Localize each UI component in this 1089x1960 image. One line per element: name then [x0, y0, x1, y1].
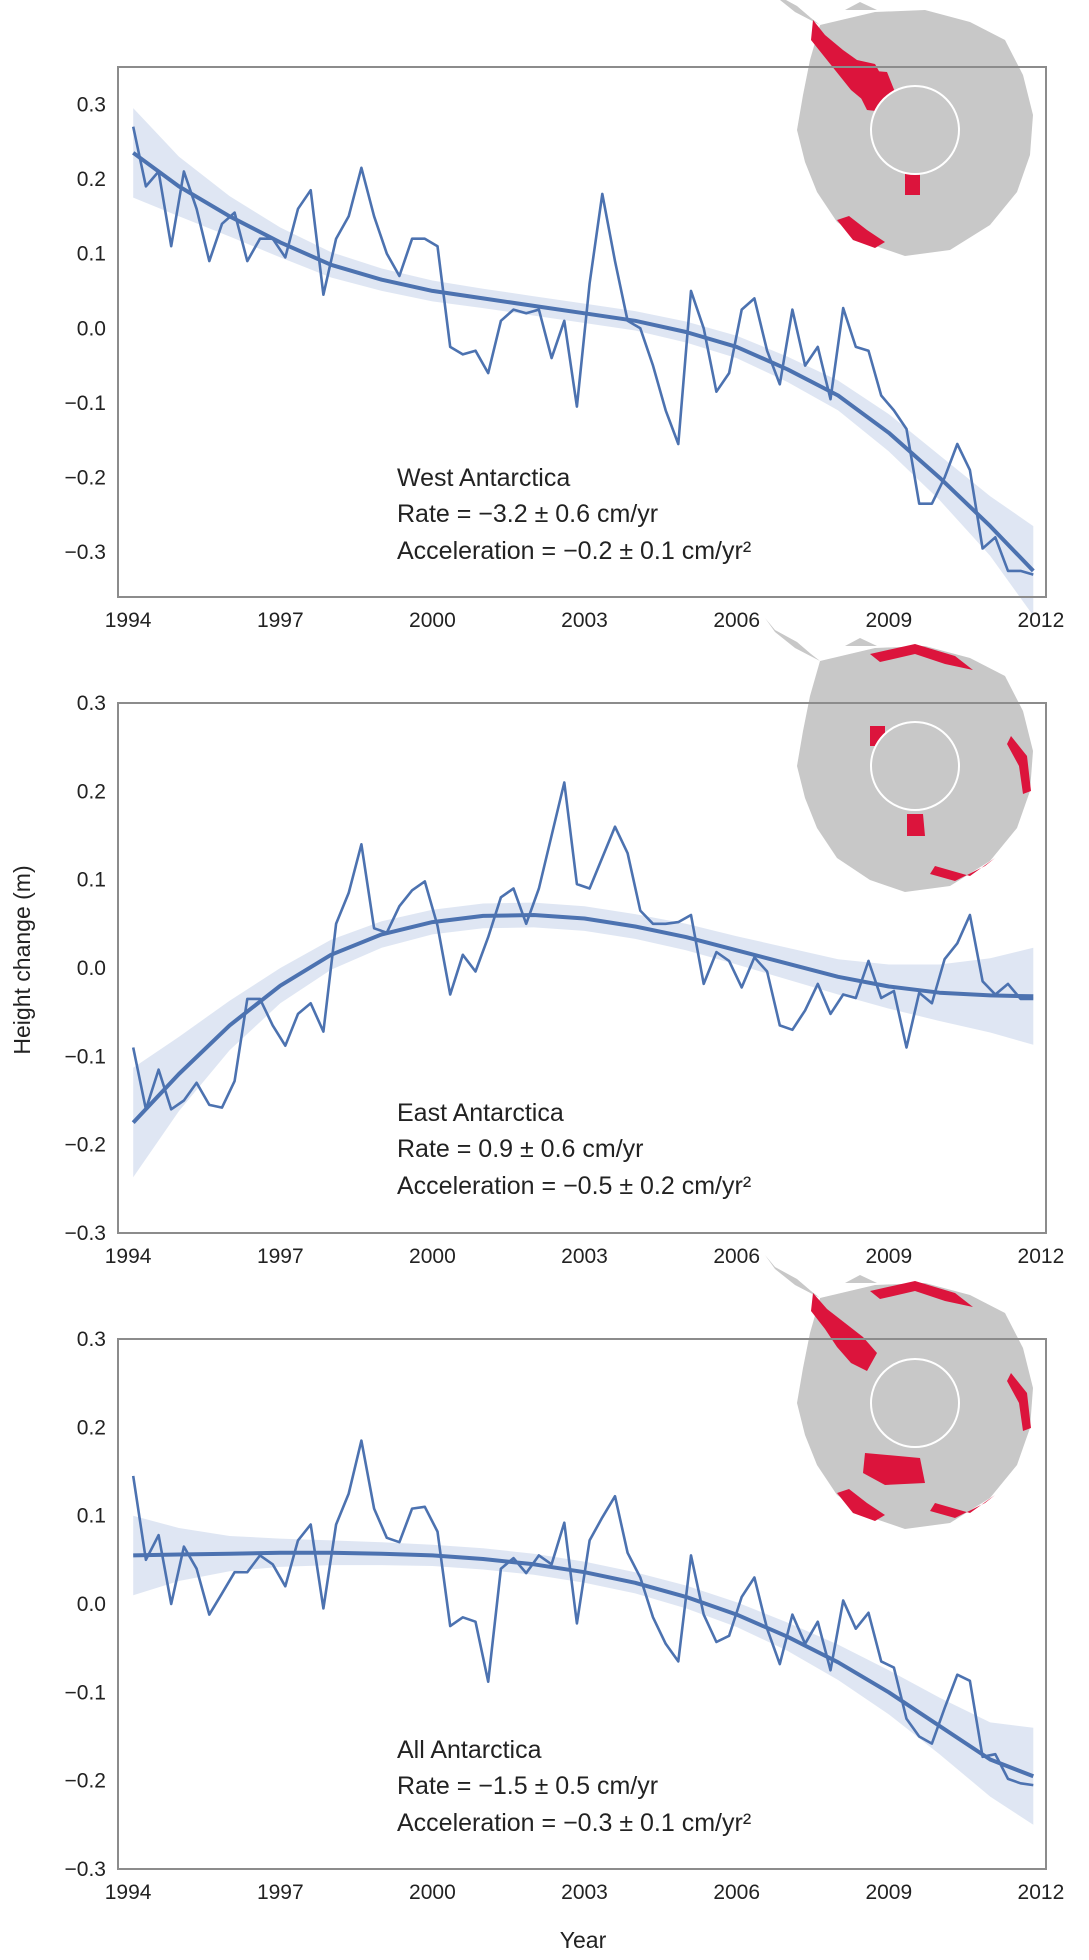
map-highlight-all-peninsula	[811, 1293, 877, 1371]
y-tick-label: −0.2	[65, 1134, 106, 1157]
x-tick-label: 1994	[105, 1245, 152, 1268]
confidence-band	[133, 902, 1034, 1178]
map-highlight-east-bottom	[930, 858, 995, 881]
fit-curve-line	[132, 151, 1035, 573]
annotation-acceleration: Acceleration = −0.3 ± 0.1 cm/yr²	[397, 1809, 751, 1837]
y-tick-label: −0.1	[65, 1681, 106, 1704]
x-tick-label: 1994	[105, 1881, 152, 1904]
y-tick-label: −0.3	[65, 1222, 106, 1245]
axes-frame	[117, 1338, 1047, 1870]
map-highlight-all-coast	[837, 1489, 995, 1521]
y-tick-label: −0.1	[65, 1045, 106, 1068]
y-tick-label: 0.2	[77, 780, 106, 803]
y-tick-label: 0.0	[77, 317, 106, 340]
inset-map-east-antarctica	[765, 618, 1033, 892]
annotation-region: All Antarctica	[397, 1736, 542, 1764]
x-tick-label: 2003	[561, 1881, 608, 1904]
annotation-region: West Antarctica	[397, 464, 570, 492]
map-highlight-coast	[837, 216, 885, 248]
x-tick-label: 2006	[713, 1881, 760, 1904]
annotation-region: East Antarctica	[397, 1099, 564, 1127]
map-highlight-east-right	[1007, 736, 1031, 794]
y-tick-label: 0.3	[77, 93, 106, 116]
panel-all-antarctica: 0.3 0.2 0.1 0.0 −0.1 −0.2 −0.3 1994 1997 2000 200…	[65, 1255, 1065, 1904]
y-tick-label: 0.2	[77, 1416, 106, 1439]
inset-map-west-antarctica	[765, 0, 1033, 256]
x-tick-label: 2003	[561, 1245, 608, 1268]
panel-west-antarctica: 0.3 0.2 0.1 0.0 −0.1 −0.2 −0.3 1994 1997 2000 200…	[65, 0, 1065, 632]
map-highlight-all-right	[1007, 1373, 1031, 1431]
x-tick-label: 1997	[257, 609, 304, 632]
y-tick-label: −0.1	[65, 392, 106, 415]
map-highlight-ross	[905, 172, 920, 195]
y-axis-title: Height change (m)	[9, 865, 35, 1054]
x-tick-label: 2012	[1018, 1245, 1065, 1268]
y-tick-label: 0.3	[77, 692, 106, 715]
x-tick-label: 2009	[865, 1245, 912, 1268]
y-tick-label: 0.1	[77, 1505, 106, 1528]
x-tick-label: 2006	[713, 1245, 760, 1268]
axes-frame	[117, 702, 1047, 1234]
x-tick-label: 2003	[561, 609, 608, 632]
fit-curve-line	[131, 913, 1034, 1124]
x-tick-label: 2012	[1018, 609, 1065, 632]
y-tick-label: 0.0	[77, 1593, 106, 1616]
x-tick-label: 2000	[409, 609, 456, 632]
y-tick-label: 0.2	[77, 168, 106, 191]
annotation-rate: Rate = −3.2 ± 0.6 cm/yr	[397, 500, 658, 528]
annotation-acceleration: Acceleration = −0.5 ± 0.2 cm/yr²	[397, 1172, 751, 1200]
y-tick-label: 0.3	[77, 1328, 106, 1351]
x-tick-label: 1997	[257, 1881, 304, 1904]
map-highlight-all-bottom	[863, 1453, 925, 1485]
observed-series-line	[131, 126, 1034, 576]
inset-map-all-antarctica	[765, 1255, 1033, 1529]
y-tick-label: −0.2	[65, 467, 106, 490]
map-pole-hole	[870, 1358, 960, 1448]
axes-frame	[117, 66, 1047, 598]
y-tick-label: −0.3	[65, 541, 106, 564]
x-tick-label: 2000	[409, 1881, 456, 1904]
x-tick-label: 2006	[713, 609, 760, 632]
observed-series-line	[131, 1439, 1034, 1787]
annotation-rate: Rate = 0.9 ± 0.6 cm/yr	[397, 1135, 643, 1163]
x-tick-label: 1997	[257, 1245, 304, 1268]
y-tick-label: 0.0	[77, 957, 106, 980]
annotation-acceleration: Acceleration = −0.2 ± 0.1 cm/yr²	[397, 537, 751, 565]
annotation-rate: Rate = −1.5 ± 0.5 cm/yr	[397, 1772, 658, 1800]
map-pole-hole	[870, 85, 960, 175]
map-highlight-east-coast	[870, 644, 973, 670]
x-tick-label: 1994	[105, 609, 152, 632]
x-tick-label: 2009	[865, 609, 912, 632]
map-pole-hole	[870, 721, 960, 811]
fit-curve-line	[133, 1550, 1035, 1779]
x-tick-label: 2000	[409, 1245, 456, 1268]
x-tick-label: 2009	[865, 1881, 912, 1904]
y-tick-label: 0.1	[77, 869, 106, 892]
x-tick-label: 2012	[1018, 1881, 1065, 1904]
map-highlight-east-shelf	[907, 814, 925, 836]
y-tick-label: −0.3	[65, 1858, 106, 1881]
x-axis-title: Year	[560, 1927, 607, 1953]
y-tick-label: −0.2	[65, 1770, 106, 1793]
panel-east-antarctica: 0.3 0.2 0.1 0.0 −0.1 −0.2 −0.3 1994 1997 2000 200…	[65, 618, 1065, 1268]
map-highlight-all-top	[870, 1281, 973, 1307]
y-tick-label: 0.1	[77, 243, 106, 266]
observed-series-line	[131, 781, 1034, 1111]
